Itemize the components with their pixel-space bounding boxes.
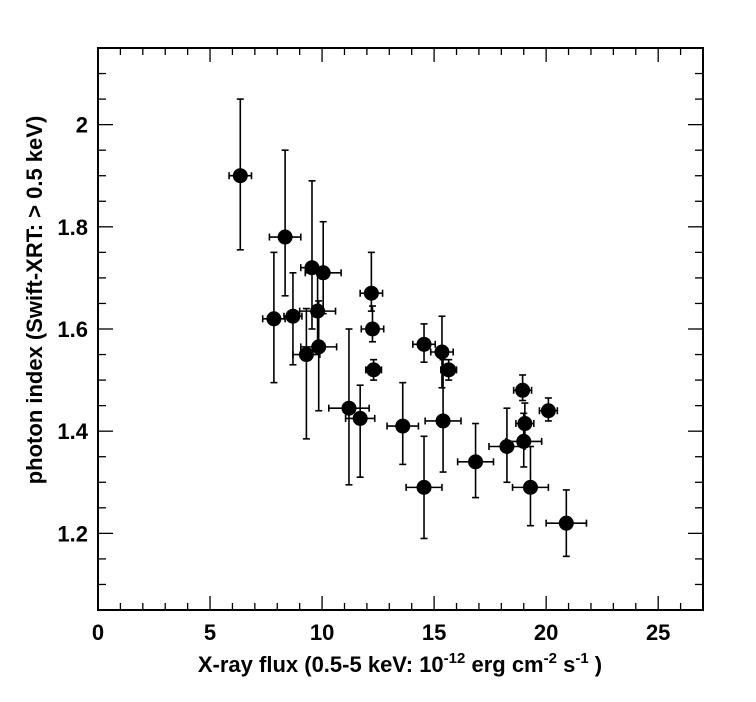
y-tick-label: 2 xyxy=(76,113,88,138)
data-point xyxy=(277,229,293,245)
data-points xyxy=(232,168,574,531)
y-tick-label: 1.8 xyxy=(57,215,88,240)
data-point xyxy=(341,400,357,416)
data-point xyxy=(366,362,382,378)
y-tick-label: 1.2 xyxy=(57,521,88,546)
data-point xyxy=(298,347,314,363)
data-point xyxy=(435,413,451,429)
x-tick-label: 5 xyxy=(204,620,216,645)
data-point xyxy=(558,515,574,531)
x-tick-label: 15 xyxy=(422,620,446,645)
data-point xyxy=(517,416,533,432)
x-tick-label: 10 xyxy=(310,620,334,645)
data-point xyxy=(232,168,248,184)
x-tick-label: 20 xyxy=(534,620,558,645)
data-point xyxy=(468,454,484,470)
x-axis-title: X-ray flux (0.5-5 keV: 10-12 erg cm-2 s-… xyxy=(198,650,602,677)
plot-frame xyxy=(97,47,704,611)
data-point xyxy=(363,285,379,301)
y-axis-title: photon index (Swift-XRT: > 0.5 keV) xyxy=(22,116,47,485)
x-tick-label: 0 xyxy=(92,620,104,645)
data-point xyxy=(540,403,556,419)
data-point xyxy=(515,382,531,398)
data-point xyxy=(441,362,457,378)
data-point xyxy=(315,265,331,281)
data-point xyxy=(304,260,320,276)
data-point xyxy=(499,439,515,455)
axis-ticks xyxy=(97,47,704,611)
data-point xyxy=(434,344,450,360)
y-tick-label: 1.4 xyxy=(57,419,88,444)
tick-labels: 0 5 10 15 20 25 1.2 1.4 1.6 1.8 2 xyxy=(57,113,670,645)
data-point xyxy=(516,433,532,449)
data-point xyxy=(310,303,326,319)
x-tick-label: 25 xyxy=(646,620,670,645)
data-point xyxy=(416,479,432,495)
data-point xyxy=(352,410,368,426)
data-point xyxy=(364,321,380,337)
data-point xyxy=(266,311,282,327)
y-tick-label: 1.6 xyxy=(57,317,88,342)
data-point xyxy=(522,479,538,495)
data-point xyxy=(311,339,327,355)
data-point xyxy=(285,308,301,324)
data-point xyxy=(416,336,432,352)
data-point xyxy=(395,418,411,434)
